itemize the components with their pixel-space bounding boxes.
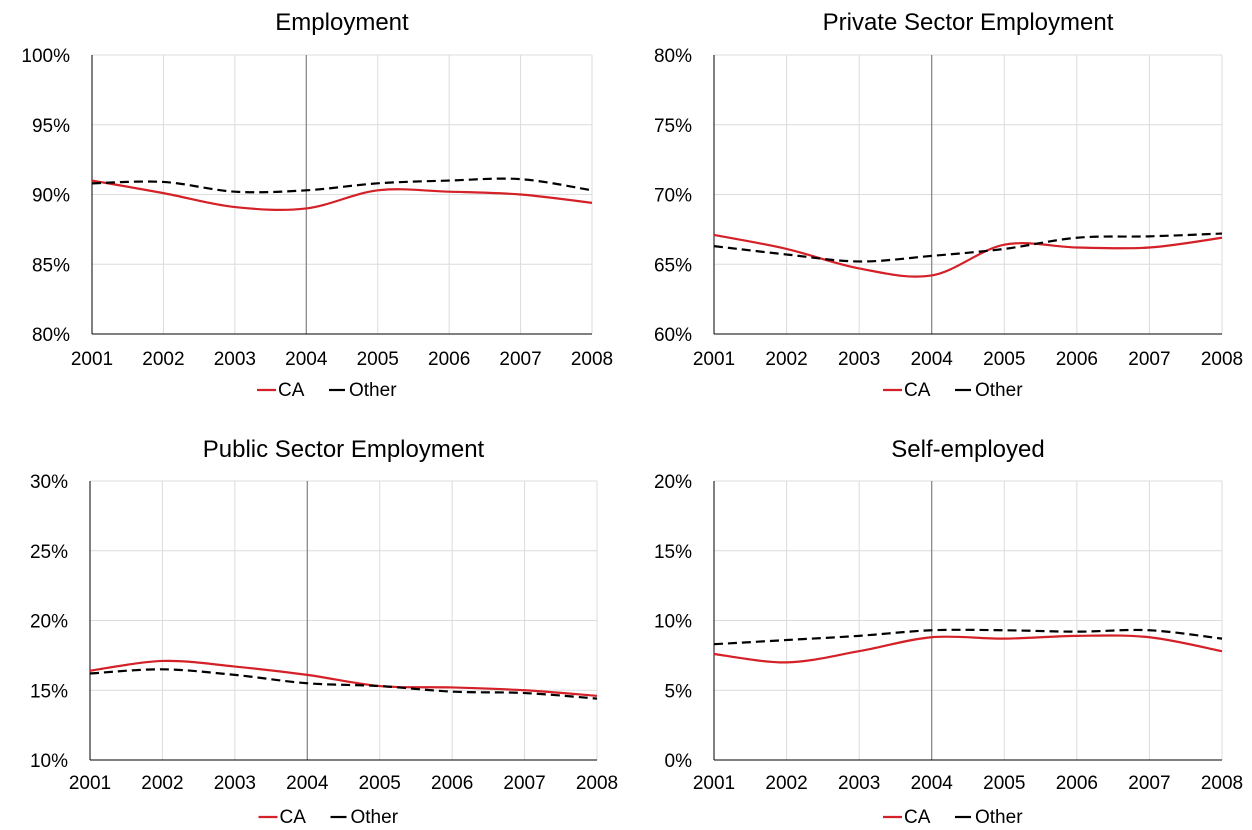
x-tick-label: 2006 xyxy=(431,773,473,794)
x-tick-label: 2008 xyxy=(1201,773,1243,794)
series-line-ca xyxy=(713,233,1223,278)
x-tick-label: 2002 xyxy=(142,349,184,370)
series-line-other xyxy=(89,668,598,700)
x-tick-label: 2004 xyxy=(285,349,328,370)
x-tick-label: 2008 xyxy=(571,349,613,370)
x-tick-label: 2002 xyxy=(765,349,807,370)
y-tick-label: 20% xyxy=(30,612,68,633)
y-tick-label: 20% xyxy=(654,472,692,493)
series-line-other xyxy=(713,628,1223,646)
legend-label-other: Other xyxy=(351,807,399,828)
y-tick-label: 10% xyxy=(30,751,68,772)
employment-chart-svg: Employment 80% 85% 90% 95% 100% 2001 2002 2003 20… xyxy=(21,9,613,401)
x-tick-label: 2008 xyxy=(1201,349,1243,370)
y-tick-label: 100% xyxy=(21,46,70,67)
y-tick-label: 15% xyxy=(654,542,692,563)
x-tick-label: 2007 xyxy=(1128,349,1170,370)
x-tick-label: 2001 xyxy=(71,349,113,370)
y-tick-label: 80% xyxy=(32,325,70,346)
legend: CA Other xyxy=(883,380,1023,401)
y-tick-label: 75% xyxy=(654,116,692,137)
x-tick-label: 2004 xyxy=(911,349,954,370)
x-tick-label: 2006 xyxy=(1056,773,1098,794)
public-sector-chart-svg: Public Sector Employment 10% 15% 20% 25% 30% 2… xyxy=(30,436,618,828)
series-line-ca xyxy=(89,659,598,697)
legend-label-other: Other xyxy=(349,380,397,401)
x-tick-label: 2006 xyxy=(428,349,470,370)
legend: CA Other xyxy=(883,807,1023,828)
x-tick-label: 2003 xyxy=(838,349,880,370)
chart-panel-private-sector: Private Sector Employment 60% 65% 70% 75% 80%… xyxy=(626,0,1252,415)
y-tick-label: 25% xyxy=(30,542,68,563)
series-line-ca xyxy=(91,179,593,211)
x-tick-label: 2007 xyxy=(1128,773,1170,794)
x-tick-label: 2001 xyxy=(693,773,735,794)
x-tick-label: 2008 xyxy=(576,773,618,794)
x-tick-label: 2003 xyxy=(214,773,256,794)
chart-panel-self-employed: Self-employed 0% 5% 10% 15% 20% 2001 2002 2003 20… xyxy=(626,415,1252,830)
gridlines xyxy=(714,54,1223,334)
legend: CA Other xyxy=(258,807,399,828)
x-tick-label: 2007 xyxy=(499,349,541,370)
x-tick-label: 2003 xyxy=(214,349,256,370)
x-tick-label: 2005 xyxy=(359,773,401,794)
y-tick-label: 90% xyxy=(32,186,70,207)
y-tick-label: 15% xyxy=(30,681,68,702)
x-tick-label: 2006 xyxy=(1056,349,1098,370)
chart-panel-employment: Employment 80% 85% 90% 95% 100% 2001 2002 2003 20… xyxy=(0,0,626,415)
legend: CA Other xyxy=(257,380,397,401)
series-line-ca xyxy=(713,634,1223,664)
y-tick-label: 80% xyxy=(654,46,692,67)
y-tick-label: 65% xyxy=(654,255,692,276)
x-tick-label: 2003 xyxy=(838,773,880,794)
x-tick-label: 2005 xyxy=(983,349,1025,370)
y-tick-label: 85% xyxy=(32,255,70,276)
series-line-other xyxy=(91,177,593,194)
legend-label-ca: CA xyxy=(278,380,305,401)
legend-label-ca: CA xyxy=(904,807,931,828)
gridlines xyxy=(714,480,1223,760)
chart-title: Employment xyxy=(275,9,409,36)
x-tick-label: 2007 xyxy=(503,773,545,794)
x-tick-label: 2005 xyxy=(357,349,399,370)
y-tick-label: 95% xyxy=(32,116,70,137)
y-tick-label: 5% xyxy=(665,681,693,702)
legend-label-ca: CA xyxy=(904,380,931,401)
x-tick-label: 2002 xyxy=(141,773,183,794)
x-tick-label: 2001 xyxy=(69,773,111,794)
y-tick-label: 70% xyxy=(654,186,692,207)
chart-panel-public-sector: Public Sector Employment 10% 15% 20% 25% 30% 2… xyxy=(0,415,626,830)
y-tick-label: 60% xyxy=(654,325,692,346)
x-tick-label: 2005 xyxy=(983,773,1025,794)
gridlines xyxy=(90,480,598,760)
x-tick-label: 2002 xyxy=(765,773,807,794)
legend-label-other: Other xyxy=(975,807,1023,828)
chart-title: Private Sector Employment xyxy=(823,9,1114,36)
private-sector-chart-svg: Private Sector Employment 60% 65% 70% 75% 80%… xyxy=(654,9,1243,401)
x-tick-label: 2001 xyxy=(693,349,735,370)
self-employed-chart-svg: Self-employed 0% 5% 10% 15% 20% 2001 2002 2003 20… xyxy=(654,436,1243,828)
legend-label-other: Other xyxy=(975,380,1023,401)
y-tick-label: 0% xyxy=(665,751,693,772)
series-line-other xyxy=(713,232,1223,263)
legend-label-ca: CA xyxy=(280,807,307,828)
y-tick-label: 30% xyxy=(30,472,68,493)
x-tick-label: 2004 xyxy=(286,773,329,794)
chart-title: Public Sector Employment xyxy=(203,436,485,463)
y-tick-label: 10% xyxy=(654,612,692,633)
chart-title: Self-employed xyxy=(891,436,1044,463)
x-tick-label: 2004 xyxy=(911,773,954,794)
